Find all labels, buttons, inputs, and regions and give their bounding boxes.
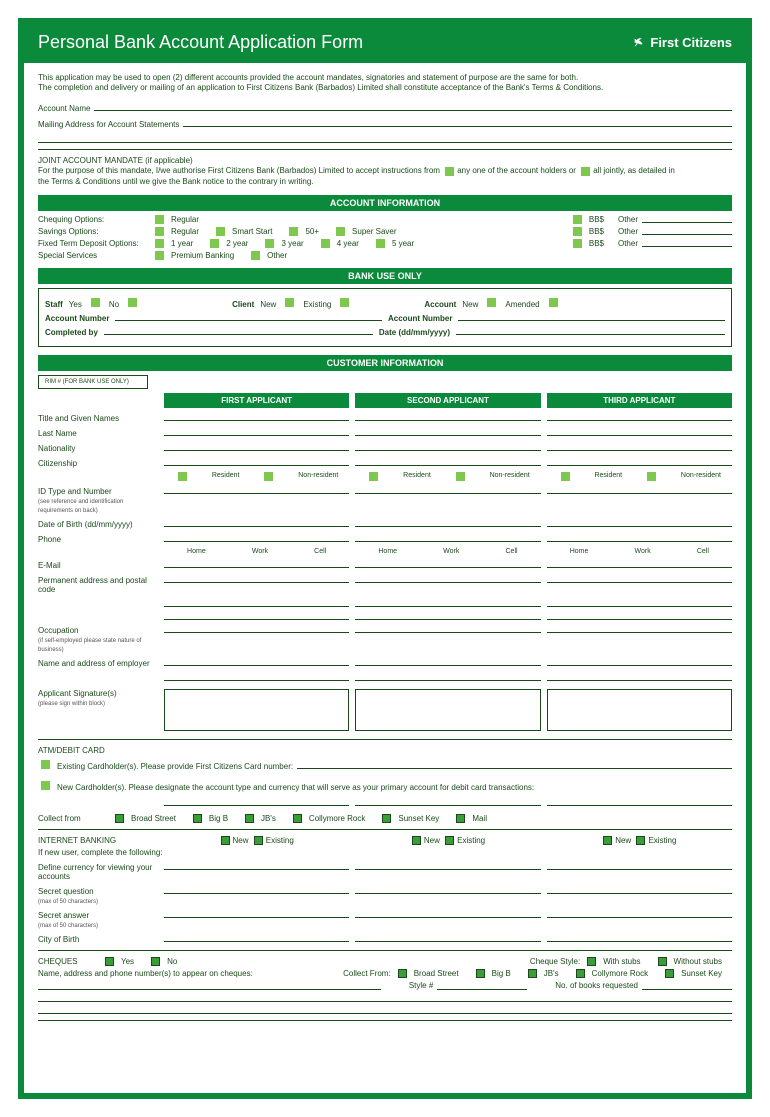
hdr-second: SECOND APPLICANT (355, 393, 540, 408)
check-premium[interactable] (155, 251, 164, 260)
bank-use-box: Staff Yes No Client New Existing Account… (38, 288, 732, 347)
chq-sun[interactable] (665, 969, 674, 978)
nres-1[interactable] (264, 472, 273, 481)
joint-mandate: JOINT ACCOUNT MANDATE (if applicable) Fo… (38, 156, 732, 187)
check-acct-new[interactable] (487, 298, 496, 307)
checkbox-anyone[interactable] (445, 167, 454, 176)
checkbox-jointly[interactable] (581, 167, 590, 176)
form-body: This application may be used to open (2)… (24, 63, 746, 1093)
check-new-card[interactable] (41, 781, 50, 790)
acct-num-1[interactable] (115, 312, 382, 321)
chq-broad[interactable] (398, 969, 407, 978)
ib-ex-3[interactable] (636, 836, 645, 845)
ib-new-1[interactable] (221, 836, 230, 845)
chequing-row: Chequing Options: Regular BB$ Other (38, 215, 732, 224)
res-3[interactable] (561, 472, 570, 481)
intro-text: This application may be used to open (2)… (38, 73, 732, 94)
chq-jbs[interactable] (528, 969, 537, 978)
ib-new-3[interactable] (603, 836, 612, 845)
check-5y[interactable] (376, 239, 385, 248)
check-3y[interactable] (265, 239, 274, 248)
sig-box-3[interactable] (547, 689, 732, 731)
chq-nostubs[interactable] (658, 957, 667, 966)
nres-3[interactable] (647, 472, 656, 481)
check-client-new[interactable] (285, 298, 294, 307)
section-customer-info: CUSTOMER INFORMATION (38, 355, 732, 371)
cheques-title: CHEQUES (38, 957, 98, 966)
check-smart[interactable] (216, 227, 225, 236)
check-other-spec[interactable] (251, 251, 260, 260)
check-existing-card[interactable] (41, 760, 50, 769)
hdr-third: THIRD APPLICANT (547, 393, 732, 408)
chq-colly[interactable] (576, 969, 585, 978)
col-mail[interactable] (456, 814, 465, 823)
chq-stubs[interactable] (587, 957, 596, 966)
chq-bigb[interactable] (476, 969, 485, 978)
acct-num-2[interactable] (458, 312, 725, 321)
savings-row: Savings Options: Regular Smart Start 50+… (38, 227, 732, 236)
section-account-info: ACCOUNT INFORMATION (38, 195, 732, 211)
bird-icon (632, 36, 646, 50)
sig-box-2[interactable] (355, 689, 540, 731)
col-bigb[interactable] (193, 814, 202, 823)
ib-ex-2[interactable] (445, 836, 454, 845)
mailing-line-2[interactable] (38, 134, 732, 143)
signature-row: Applicant Signature(s)(please sign withi… (38, 689, 732, 731)
check-bbs-sav[interactable] (573, 227, 582, 236)
applicant-headers: FIRST APPLICANT SECOND APPLICANT THIRD A… (38, 393, 732, 408)
date-field[interactable] (456, 326, 725, 335)
col-colly[interactable] (293, 814, 302, 823)
check-bbs-chq[interactable] (573, 215, 582, 224)
page-title: Personal Bank Account Application Form (38, 32, 363, 53)
mailing-address-field[interactable]: Mailing Address for Account Statements (38, 118, 732, 129)
account-name-field[interactable]: Account Name (38, 102, 732, 113)
rim-box[interactable]: RIM # (FOR BANK USE ONLY) (38, 375, 148, 389)
special-row: Special Services Premium Banking Other (38, 251, 732, 260)
check-50plus[interactable] (289, 227, 298, 236)
res-2[interactable] (369, 472, 378, 481)
internet-title: INTERNET BANKING (38, 836, 158, 845)
chq-no[interactable] (151, 957, 160, 966)
fixed-row: Fixed Term Deposit Options: 1 year 2 yea… (38, 239, 732, 248)
check-regular-sav[interactable] (155, 227, 164, 236)
check-acct-amend[interactable] (549, 298, 558, 307)
ib-ex-1[interactable] (254, 836, 263, 845)
check-2y[interactable] (210, 239, 219, 248)
atm-title: ATM/DEBIT CARD (38, 746, 732, 755)
col-sun[interactable] (382, 814, 391, 823)
completed-by[interactable] (104, 326, 373, 335)
form-outer: Personal Bank Account Application Form F… (18, 18, 752, 1099)
check-staff-no[interactable] (128, 298, 137, 307)
form-header: Personal Bank Account Application Form F… (24, 24, 746, 63)
col-broad[interactable] (115, 814, 124, 823)
section-bank-use: BANK USE ONLY (38, 268, 732, 284)
check-bbs-fixed[interactable] (573, 239, 582, 248)
check-super[interactable] (336, 227, 345, 236)
res-1[interactable] (178, 472, 187, 481)
check-1y[interactable] (155, 239, 164, 248)
nres-2[interactable] (456, 472, 465, 481)
ib-new-2[interactable] (412, 836, 421, 845)
col-jbs[interactable] (245, 814, 254, 823)
chq-yes[interactable] (105, 957, 114, 966)
check-staff-yes[interactable] (91, 298, 100, 307)
check-regular-chq[interactable] (155, 215, 164, 224)
brand-logo: First Citizens (632, 35, 732, 50)
sig-box-1[interactable] (164, 689, 349, 731)
hdr-first: FIRST APPLICANT (164, 393, 349, 408)
check-client-exist[interactable] (340, 298, 349, 307)
check-4y[interactable] (321, 239, 330, 248)
